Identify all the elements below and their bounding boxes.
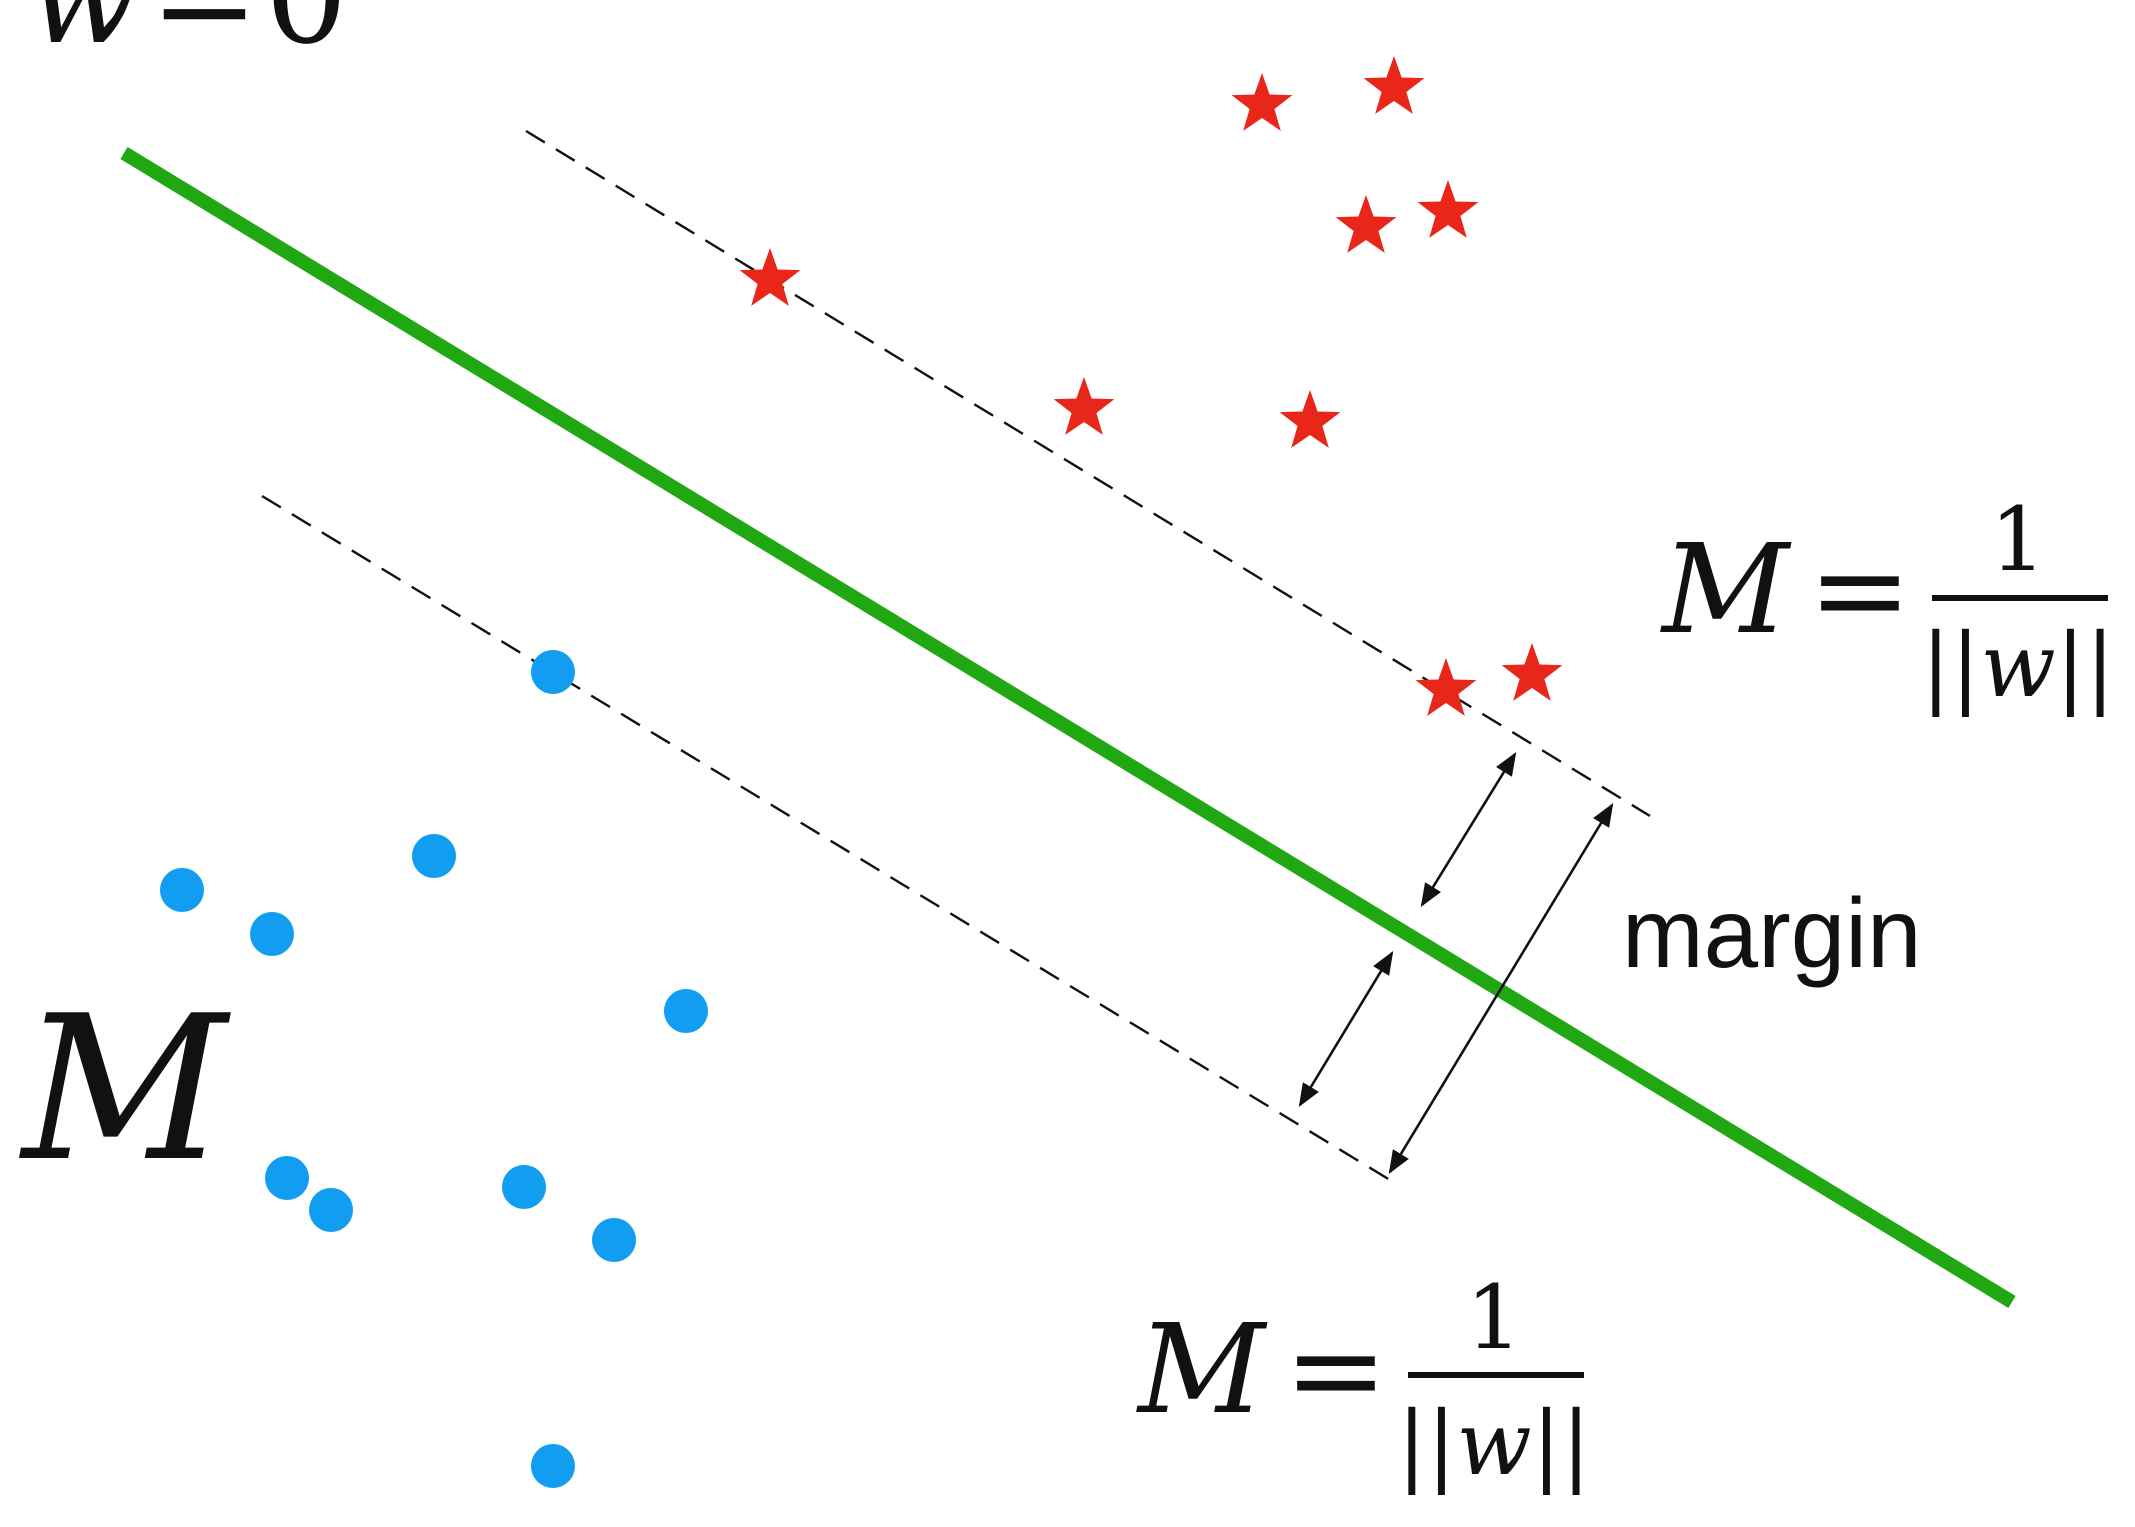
star-icon xyxy=(739,248,801,306)
top-equation: w = 0 xyxy=(28,0,348,73)
top-equation-eq: = xyxy=(150,0,259,73)
half-margin-arrow-lower xyxy=(1298,950,1394,1108)
star-icon xyxy=(1417,180,1479,238)
formula-bottom-eq: = xyxy=(1284,1298,1388,1442)
star-icon xyxy=(1231,73,1293,131)
dot-class-points xyxy=(160,650,708,1488)
lower-margin-line xyxy=(261,494,1391,1182)
formula-right-numerator: 1 xyxy=(1990,488,2046,591)
hyperplane-line xyxy=(120,147,2016,1308)
formula-right-lhs: M xyxy=(1660,518,1792,662)
dot-point xyxy=(265,1156,309,1200)
formula-right-eq: = xyxy=(1808,518,1912,662)
star-icon xyxy=(1363,56,1425,114)
full-margin-arrow xyxy=(1388,802,1614,1175)
star-icon xyxy=(1335,195,1397,253)
upper-margin-line xyxy=(525,129,1651,818)
formula-bottom-denominator: ||w|| xyxy=(1397,1392,1591,1495)
dot-point xyxy=(592,1218,636,1262)
top-equation-lhs: w xyxy=(28,0,139,73)
dot-point xyxy=(664,989,708,1033)
dot-point xyxy=(250,912,294,956)
dot-point xyxy=(531,650,575,694)
margin-label: margin xyxy=(1622,878,1922,988)
dot-point xyxy=(502,1165,546,1209)
top-equation-rhs: 0 xyxy=(265,0,348,73)
star-icon xyxy=(1279,390,1341,448)
star-icon xyxy=(1053,377,1115,435)
big-m-label: M xyxy=(18,973,231,1206)
formula-right: M = 1 ||w|| xyxy=(1660,488,2115,717)
star-class-points xyxy=(739,56,1563,716)
formula-bottom-numerator: 1 xyxy=(1466,1266,1522,1369)
formula-bottom-lhs: M xyxy=(1136,1298,1268,1442)
dot-point xyxy=(160,868,204,912)
dot-point xyxy=(309,1188,353,1232)
dot-point xyxy=(412,834,456,878)
dot-point xyxy=(531,1444,575,1488)
formula-right-denominator: ||w|| xyxy=(1921,614,2115,717)
formula-bottom: M = 1 ||w|| xyxy=(1136,1266,1591,1495)
star-icon xyxy=(1501,643,1563,701)
star-icon xyxy=(1415,658,1477,716)
